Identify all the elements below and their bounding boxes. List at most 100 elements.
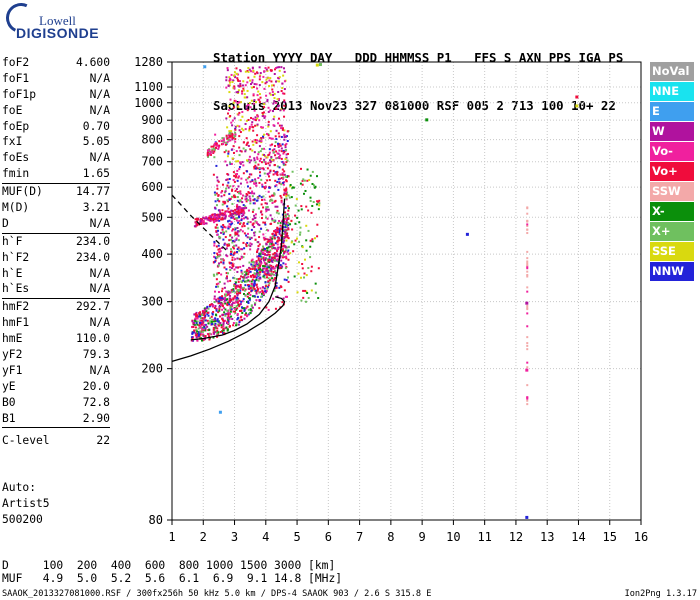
legend-item: Vo+ — [650, 161, 694, 182]
echo-point — [264, 202, 267, 205]
echo-point — [215, 314, 218, 317]
echo-point — [225, 187, 228, 190]
echo-point — [237, 209, 240, 212]
echo-point — [239, 131, 242, 134]
echo-point — [229, 262, 232, 265]
echo-point — [250, 289, 253, 292]
echo-point — [245, 192, 248, 195]
echo-point — [265, 68, 268, 71]
echo-point — [249, 267, 252, 270]
echo-point — [269, 169, 272, 172]
echo-point — [270, 270, 273, 273]
echo-point — [258, 181, 261, 184]
param-value: N/A — [89, 316, 110, 330]
echo-point — [208, 215, 211, 218]
echo-point — [253, 214, 256, 217]
echo-point — [526, 257, 529, 260]
echo-point — [253, 284, 256, 287]
echo-point — [248, 291, 251, 294]
echo-point — [242, 256, 245, 259]
echo-point — [264, 115, 267, 118]
echo-point — [257, 98, 260, 101]
echo-point — [230, 308, 233, 311]
echo-point — [263, 172, 266, 175]
echo-point — [254, 302, 257, 305]
echo-point — [233, 71, 236, 74]
echo-point — [232, 171, 235, 174]
echo-point — [228, 84, 231, 87]
echo-point — [191, 320, 194, 323]
echo-point — [286, 159, 289, 162]
x-tick-label: 8 — [387, 530, 394, 544]
echo-point — [258, 262, 261, 265]
echo-point — [218, 253, 221, 256]
echo-point — [275, 211, 278, 214]
echo-point — [205, 217, 208, 220]
echo-point — [257, 274, 260, 277]
echo-point — [231, 303, 234, 306]
echo-point — [257, 153, 260, 156]
echo-point — [307, 209, 310, 212]
isolated-echo — [218, 410, 222, 414]
echo-point — [263, 247, 266, 250]
echo-point — [211, 148, 214, 151]
echo-point — [526, 262, 529, 265]
echo-point — [224, 308, 227, 311]
echo-point — [230, 238, 233, 241]
echo-point — [233, 74, 236, 77]
echo-point — [194, 218, 197, 221]
echo-point — [199, 313, 202, 316]
echo-point — [251, 179, 254, 182]
echo-point — [246, 292, 249, 295]
echo-point — [213, 244, 216, 247]
echo-point — [253, 157, 256, 160]
echo-point — [278, 166, 281, 169]
echo-point — [283, 239, 286, 242]
echo-point — [231, 133, 234, 136]
echo-point — [238, 191, 241, 194]
echo-point — [236, 207, 239, 210]
echo-point — [280, 90, 283, 93]
echo-point — [217, 291, 220, 294]
echo-point — [274, 172, 277, 175]
echo-point — [262, 75, 265, 78]
echo-point — [249, 180, 252, 183]
echo-point — [218, 215, 221, 218]
echo-point — [253, 99, 256, 102]
x-tick-label: 15 — [603, 530, 617, 544]
echo-point — [280, 196, 283, 199]
echo-point — [238, 166, 241, 169]
echo-point — [232, 310, 235, 313]
echo-point — [262, 135, 265, 138]
echo-point — [255, 182, 258, 185]
echo-point — [274, 255, 277, 258]
echo-point — [271, 217, 274, 220]
echo-point — [226, 141, 229, 144]
echo-point — [245, 143, 248, 146]
echo-point — [526, 220, 529, 223]
echo-point — [191, 332, 194, 335]
echo-point — [248, 129, 251, 132]
echo-point — [196, 339, 199, 342]
echo-point — [209, 150, 212, 153]
echo-point — [190, 336, 193, 339]
echo-point — [316, 175, 319, 178]
echo-point — [199, 316, 202, 319]
echo-point — [258, 194, 261, 197]
echo-point — [248, 297, 251, 300]
echo-point — [246, 242, 249, 245]
echo-point — [279, 256, 282, 259]
echo-point — [226, 126, 229, 129]
echo-point — [224, 190, 227, 193]
echo-point — [277, 97, 280, 100]
echo-point — [204, 329, 207, 332]
echo-point — [225, 268, 228, 271]
echo-point — [284, 267, 287, 270]
echo-point — [253, 199, 256, 202]
echo-point — [194, 334, 197, 337]
echo-point — [268, 148, 271, 151]
echo-point — [221, 209, 224, 212]
echo-point — [291, 240, 294, 243]
echo-point — [236, 216, 239, 219]
echo-point — [309, 196, 312, 199]
